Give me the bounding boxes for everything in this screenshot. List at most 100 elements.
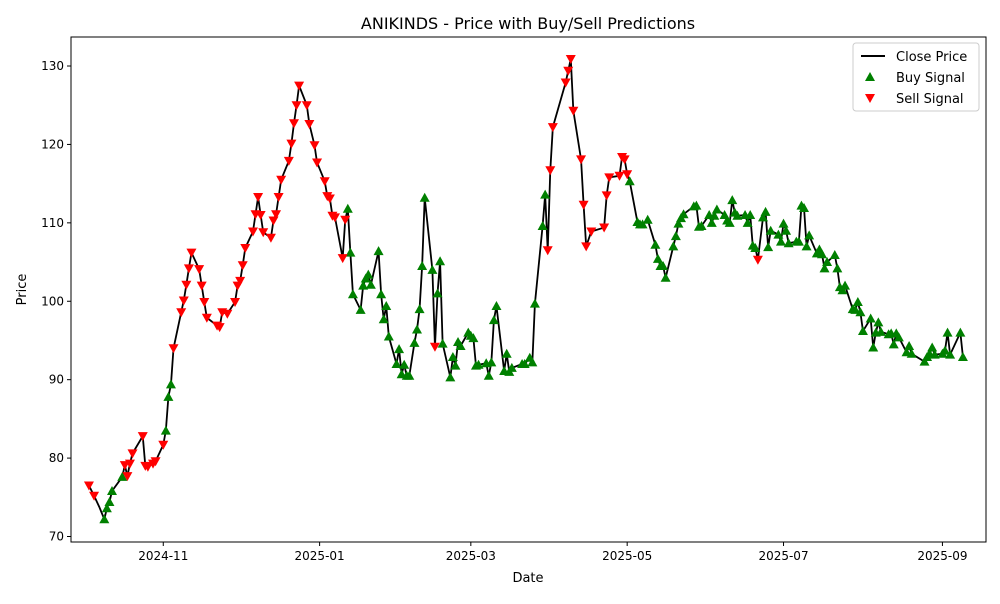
sell-signal-marker — [288, 119, 299, 129]
buy-signal-marker — [763, 242, 774, 252]
buy-signal-marker — [414, 304, 425, 314]
sell-signal-marker — [176, 308, 187, 318]
buy-signal-marker — [783, 238, 794, 248]
sell-signal-marker — [199, 298, 210, 308]
buy-signal-marker — [506, 362, 517, 372]
sell-signal-marker — [294, 81, 305, 91]
buy-signal-marker — [637, 219, 648, 229]
buy-signal-marker — [342, 203, 353, 213]
buy-signal-marker — [473, 359, 484, 369]
buy-signal-marker — [793, 236, 804, 246]
sell-signal-marker — [235, 276, 246, 286]
sell-signal-marker — [337, 254, 348, 264]
sell-signal-marker — [599, 223, 610, 233]
buy-signal-marker — [781, 225, 792, 235]
buy-signal-marker — [850, 304, 861, 314]
buy-signal-marker — [468, 333, 479, 343]
buy-signal-marker — [394, 344, 405, 354]
buy-signal-marker — [927, 342, 938, 352]
sell-signal-marker — [253, 192, 264, 202]
buy-signal-marker — [363, 269, 374, 279]
sell-signal-marker — [586, 227, 597, 237]
y-tick-label: 100 — [41, 294, 64, 308]
buy-signal-marker — [868, 342, 879, 352]
sell-signal-marker — [547, 123, 558, 133]
buy-signal-marker — [399, 359, 410, 369]
sell-signal-marker — [752, 255, 763, 265]
sell-signal-marker — [604, 173, 615, 183]
buy-signal-marker — [642, 214, 653, 224]
buy-signal-marker — [347, 289, 358, 299]
sell-signal-marker — [83, 481, 94, 491]
buy-signal-marker — [501, 348, 512, 358]
sell-signal-marker — [194, 265, 205, 275]
sell-signal-marker — [230, 298, 241, 308]
buy-signal-marker — [519, 358, 530, 368]
legend-buy-signal-swatch — [865, 72, 875, 81]
sell-signal-marker — [340, 215, 351, 225]
sell-signal-marker — [560, 78, 571, 88]
buy-signal-marker — [906, 348, 917, 358]
buy-signal-marker — [852, 297, 863, 307]
buy-signal-marker — [658, 260, 669, 270]
x-tick-label: 2025-01 — [295, 549, 345, 563]
buy-signal-marker — [355, 304, 366, 314]
buy-signal-marker — [409, 337, 420, 347]
sell-signal-marker — [614, 171, 625, 181]
buy-signal-marker — [373, 246, 384, 256]
buy-signal-marker — [432, 288, 443, 298]
buy-signal-marker — [670, 231, 681, 241]
buy-signal-marker — [904, 340, 915, 350]
sell-signal-marker — [196, 281, 207, 291]
sell-signal-marker — [283, 156, 294, 166]
buy-signal-marker — [447, 351, 458, 361]
sell-signal-marker — [201, 313, 212, 323]
buy-signal-marker — [939, 345, 950, 355]
buy-signal-marker — [942, 327, 953, 337]
sell-signal-marker — [127, 449, 138, 459]
buy-signal-marker — [483, 370, 494, 380]
sell-signal-marker — [214, 323, 225, 333]
buy-signal-marker — [957, 351, 968, 361]
buy-signal-marker — [678, 209, 689, 219]
chart-title: ANIKINDS - Price with Buy/Sell Predictio… — [361, 14, 695, 33]
buy-signal-marker — [650, 239, 661, 249]
sell-signal-marker — [237, 261, 248, 271]
buy-signal-marker — [857, 326, 868, 336]
buy-signal-marker — [624, 176, 635, 186]
buy-signal-marker — [691, 200, 702, 210]
buy-signal-marker — [801, 241, 812, 251]
sell-signal-marker — [622, 170, 633, 180]
sell-signal-marker — [255, 211, 266, 221]
buy-signal-marker — [117, 471, 128, 481]
buy-signal-marker — [455, 340, 466, 350]
buy-signal-marker — [345, 247, 356, 257]
buy-signal-marker — [855, 307, 866, 317]
buy-signal-marker — [832, 263, 843, 273]
sell-signal-marker — [286, 139, 297, 149]
buy-signal-marker — [673, 218, 684, 228]
buy-signal-marker — [696, 220, 707, 230]
y-tick-label: 80 — [49, 451, 64, 465]
sell-signal-marker — [304, 120, 315, 130]
buy-signal-marker — [529, 298, 540, 308]
buy-signal-marker — [775, 236, 786, 246]
sell-signal-marker — [247, 227, 258, 237]
sell-signal-marker — [89, 491, 100, 501]
sell-signal-marker — [268, 216, 279, 226]
buy-signal-marker — [919, 356, 930, 366]
buy-signal-marker — [486, 357, 497, 367]
buy-signal-marker — [745, 210, 756, 220]
sell-signal-marker — [273, 192, 284, 202]
sell-signal-marker — [291, 101, 302, 111]
buy-signal-marker — [816, 249, 827, 259]
plot-area-frame — [70, 36, 987, 543]
y-tick-label: 130 — [41, 59, 64, 73]
close-price-line — [88, 58, 964, 521]
buy-signal-marker — [742, 217, 753, 227]
buy-signal-marker — [652, 253, 663, 263]
buy-signal-marker — [873, 317, 884, 327]
y-axis-label: Price — [15, 274, 30, 306]
buy-signal-marker — [437, 338, 448, 348]
x-tick-label: 2025-05 — [602, 549, 652, 563]
